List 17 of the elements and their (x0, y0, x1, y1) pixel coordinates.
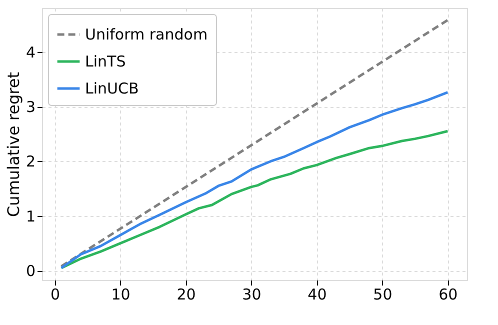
y-tick-label: 1 (26, 207, 36, 226)
x-tick-label: 20 (176, 286, 196, 304)
y-tick-label: 3 (26, 98, 36, 116)
legend-label: LinUCB (85, 80, 139, 98)
y-tick-label: 4 (26, 43, 36, 62)
x-tick-label: 50 (373, 286, 392, 304)
line-series (60, 130, 449, 270)
legend-label: LinTS (85, 52, 126, 70)
x-tick-label: 30 (242, 286, 262, 304)
y-tick-label: 0 (26, 262, 36, 280)
x-tick-label: 0 (50, 286, 60, 304)
y-axis-title: Cumulative regret (4, 72, 23, 217)
y-tick-label: 2 (26, 152, 36, 171)
x-tick-label: 40 (308, 286, 327, 304)
legend-label: Uniform random (85, 26, 208, 44)
x-tick-label: 60 (438, 286, 458, 304)
x-tick-label: 10 (111, 286, 130, 304)
